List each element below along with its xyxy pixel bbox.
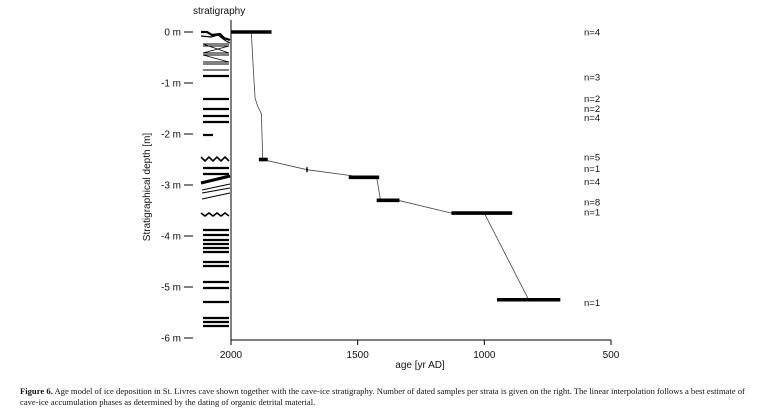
age-model-chart: stratigraphy	[142, 6, 620, 371]
y-tick-label-1: -1 m	[161, 79, 181, 90]
y-axis-title: Stratigraphical depth [m]	[142, 133, 153, 242]
stratigraphy-label: stratigraphy	[193, 6, 245, 17]
age-ranges-series	[231, 30, 561, 302]
sample-count-1: n=3	[584, 72, 600, 83]
x-tick-label-1: 1500	[347, 350, 370, 361]
sample-count-0: n=4	[584, 28, 600, 39]
sample-count-2: n=2	[584, 94, 600, 105]
y-tick-label-5: -5 m	[161, 283, 181, 294]
caption-label: Figure 6.	[20, 386, 53, 396]
y-tick-label-0: 0 m	[164, 28, 181, 39]
x-tick-label-0: 2000	[220, 350, 243, 361]
x-tick-label-2: 1000	[473, 350, 496, 361]
stratigraphy-column	[200, 30, 231, 328]
caption-text: Age model of ice deposition in St. Livre…	[20, 386, 745, 407]
y-tick-label-2: -2 m	[161, 130, 181, 141]
y-tick-label-6: -6 m	[161, 334, 181, 345]
y-tick-label-3: -3 m	[161, 181, 181, 192]
age-model-series	[250, 31, 530, 300]
x-axis-title: age [yr AD]	[395, 360, 445, 371]
sample-count-6: n=1	[584, 164, 600, 175]
sample-count-10: n=1	[584, 298, 600, 309]
x-tick-label-3: 500	[603, 350, 620, 361]
figure-caption: Figure 6. Age model of ice deposition in…	[20, 386, 755, 408]
sample-counts: n=4n=3n=2n=2n=4n=5n=1n=4n=8n=1n=1	[584, 28, 600, 309]
x-axis-ticks: 2000 1500 1000 500	[220, 340, 620, 361]
sample-count-3: n=2	[584, 104, 600, 115]
sample-count-9: n=1	[584, 208, 600, 219]
sample-count-8: n=8	[584, 197, 600, 208]
sample-count-4: n=4	[584, 113, 600, 124]
sample-count-5: n=5	[584, 152, 600, 163]
y-axis-ticks: 0 m -1 m -2 m -3 m -4 m -5 m -6 m	[161, 28, 193, 345]
y-tick-label-4: -4 m	[161, 232, 181, 243]
age-model-line	[250, 31, 530, 300]
sample-count-7: n=4	[584, 177, 600, 188]
